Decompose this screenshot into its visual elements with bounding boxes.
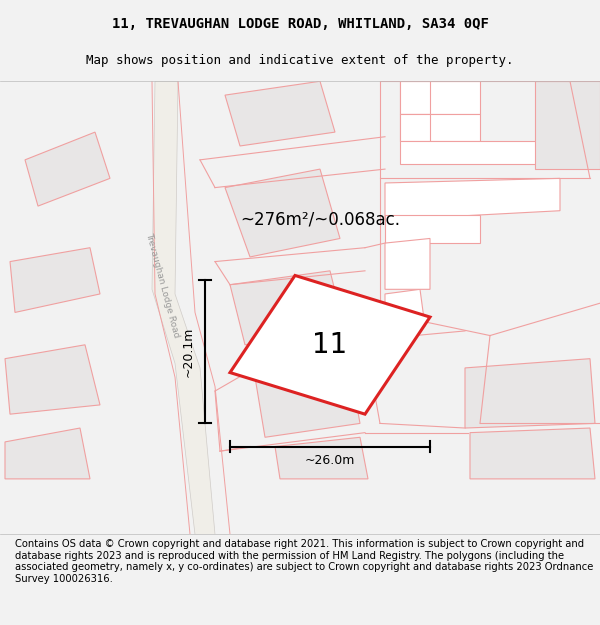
- Text: Contains OS data © Crown copyright and database right 2021. This information is : Contains OS data © Crown copyright and d…: [15, 539, 593, 584]
- Polygon shape: [385, 289, 425, 331]
- Text: ~26.0m: ~26.0m: [305, 454, 355, 467]
- Polygon shape: [385, 239, 430, 289]
- Polygon shape: [225, 169, 340, 257]
- Polygon shape: [385, 216, 480, 243]
- Polygon shape: [470, 428, 595, 479]
- Polygon shape: [152, 81, 215, 534]
- Text: ~20.1m: ~20.1m: [182, 326, 195, 377]
- Polygon shape: [400, 81, 480, 114]
- Text: 11: 11: [313, 331, 347, 359]
- Text: Map shows position and indicative extent of the property.: Map shows position and indicative extent…: [86, 54, 514, 68]
- Polygon shape: [535, 81, 600, 169]
- Polygon shape: [400, 81, 430, 114]
- Text: 11, TREVAUGHAN LODGE ROAD, WHITLAND, SA34 0QF: 11, TREVAUGHAN LODGE ROAD, WHITLAND, SA3…: [112, 18, 488, 31]
- Polygon shape: [5, 345, 100, 414]
- Polygon shape: [400, 114, 480, 141]
- Polygon shape: [225, 81, 335, 146]
- Polygon shape: [275, 438, 368, 479]
- Polygon shape: [465, 359, 595, 428]
- Polygon shape: [400, 141, 560, 164]
- Polygon shape: [255, 368, 360, 438]
- Polygon shape: [5, 428, 90, 479]
- Polygon shape: [385, 178, 560, 220]
- Text: ~276m²/~0.068ac.: ~276m²/~0.068ac.: [240, 211, 400, 229]
- Polygon shape: [400, 114, 430, 141]
- Polygon shape: [25, 132, 110, 206]
- Text: Trevaughan Lodge Road: Trevaughan Lodge Road: [143, 231, 181, 338]
- Polygon shape: [230, 276, 430, 414]
- Polygon shape: [10, 248, 100, 312]
- Polygon shape: [230, 271, 345, 345]
